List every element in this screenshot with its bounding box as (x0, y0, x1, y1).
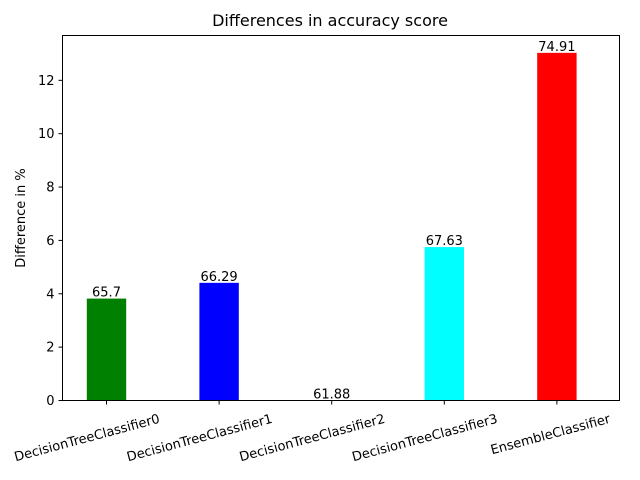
bar-DecisionTreeClassifier3 (424, 247, 464, 401)
y-tick-label: 8 (46, 181, 54, 196)
data-label-DecisionTreeClassifier3: 67.63 (426, 234, 463, 249)
bar-DecisionTreeClassifier1 (199, 282, 239, 401)
bar-EnsembleClassifier (537, 52, 577, 401)
y-tick-label: 2 (46, 341, 54, 356)
data-label-DecisionTreeClassifier2: 61.88 (313, 388, 350, 403)
data-labels-group: 65.7 66.29 61.88 67.63 74.91 (92, 40, 575, 403)
y-axis-label: Difference in % (14, 168, 29, 268)
data-label-DecisionTreeClassifier0: 65.7 (92, 286, 121, 301)
x-ticks-group: DecisionTreeClassifier0DecisionTreeClass… (13, 400, 613, 465)
x-tick-label-EnsembleClassifier: EnsembleClassifier (489, 412, 612, 459)
bars-group (86, 52, 577, 401)
y-tick-label: 4 (46, 287, 54, 302)
plot-frame (62, 35, 620, 401)
y-tick-label: 6 (46, 234, 54, 249)
data-label-DecisionTreeClassifier1: 66.29 (200, 270, 237, 285)
y-tick-label: 12 (38, 74, 55, 89)
chart-title: Differences in accuracy score (212, 11, 448, 30)
y-ticks-group: 0 2 4 6 8 10 12 (38, 74, 63, 409)
bar-DecisionTreeClassifier0 (86, 298, 127, 401)
y-tick-label: 0 (46, 394, 54, 409)
y-tick-label: 10 (38, 127, 55, 142)
data-label-EnsembleClassifier: 74.91 (538, 40, 575, 55)
